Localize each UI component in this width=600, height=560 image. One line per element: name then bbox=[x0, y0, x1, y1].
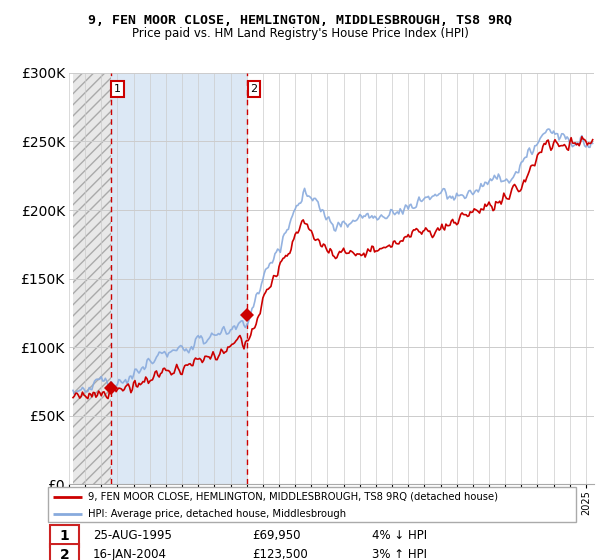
FancyBboxPatch shape bbox=[50, 525, 79, 547]
Text: 16-JAN-2004: 16-JAN-2004 bbox=[93, 548, 167, 560]
Text: 25-AUG-1995: 25-AUG-1995 bbox=[93, 529, 172, 542]
FancyBboxPatch shape bbox=[50, 544, 79, 560]
Text: 1: 1 bbox=[59, 529, 70, 543]
Bar bbox=[111, 73, 247, 484]
Text: Price paid vs. HM Land Registry's House Price Index (HPI): Price paid vs. HM Land Registry's House … bbox=[131, 27, 469, 40]
Text: £69,950: £69,950 bbox=[252, 529, 301, 542]
Text: 9, FEN MOOR CLOSE, HEMLINGTON, MIDDLESBROUGH, TS8 9RQ (detached house): 9, FEN MOOR CLOSE, HEMLINGTON, MIDDLESBR… bbox=[88, 492, 497, 502]
Text: £123,500: £123,500 bbox=[252, 548, 308, 560]
Text: 9, FEN MOOR CLOSE, HEMLINGTON, MIDDLESBROUGH, TS8 9RQ: 9, FEN MOOR CLOSE, HEMLINGTON, MIDDLESBR… bbox=[88, 14, 512, 27]
Text: 4% ↓ HPI: 4% ↓ HPI bbox=[372, 529, 427, 542]
Text: 2: 2 bbox=[251, 84, 258, 94]
Text: 3% ↑ HPI: 3% ↑ HPI bbox=[372, 548, 427, 560]
Text: HPI: Average price, detached house, Middlesbrough: HPI: Average price, detached house, Midd… bbox=[88, 509, 346, 519]
Bar bbox=[73, 73, 111, 484]
Text: 1: 1 bbox=[114, 84, 121, 94]
Text: 2: 2 bbox=[59, 548, 70, 560]
FancyBboxPatch shape bbox=[48, 487, 576, 522]
